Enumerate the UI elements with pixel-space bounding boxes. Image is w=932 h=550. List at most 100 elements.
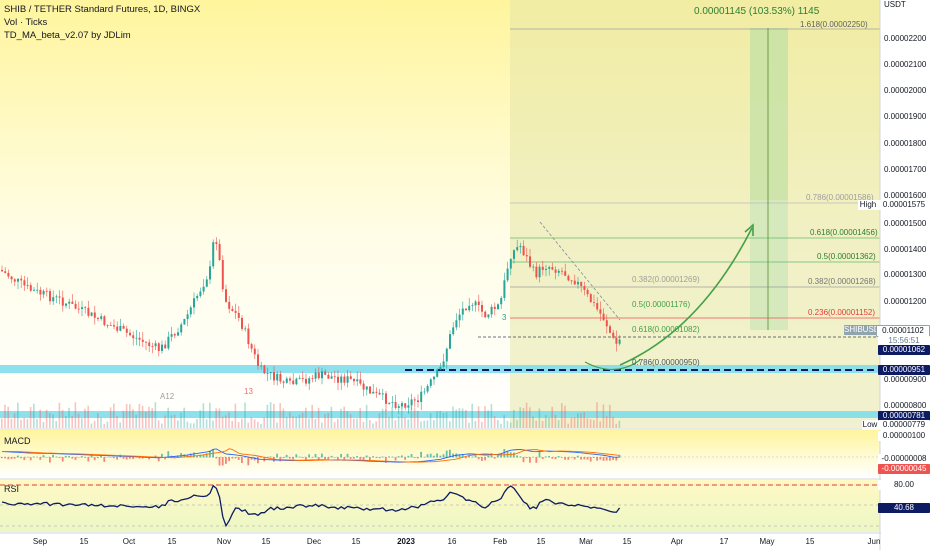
time-tick-label: 2023 xyxy=(397,537,415,546)
time-tick-label: Feb xyxy=(493,537,507,546)
candle-body xyxy=(122,325,125,329)
macd-histogram-bar xyxy=(141,457,144,459)
macd-histogram-bar xyxy=(100,455,102,458)
candle-body xyxy=(74,303,77,309)
macd-histogram-bar xyxy=(522,457,525,463)
candle-body xyxy=(490,306,493,315)
td-ma-indicator-label[interactable]: TD_MA_beta_v2.07 by JDLim xyxy=(4,30,131,41)
candle-body xyxy=(170,334,173,337)
fib-786-label: 0.786(0.00001586) xyxy=(806,193,874,202)
candle-body xyxy=(519,245,522,248)
candle-body xyxy=(244,328,247,330)
candle-body xyxy=(241,317,243,329)
candle-body xyxy=(468,305,471,311)
volume-indicator-label[interactable]: Vol · Ticks xyxy=(4,17,48,28)
volume-bar xyxy=(260,423,262,428)
candle-body xyxy=(308,378,311,384)
time-tick-label: 15 xyxy=(79,537,89,546)
candle-body xyxy=(535,266,538,278)
candle-body xyxy=(471,305,474,307)
volume-bar xyxy=(39,409,41,428)
currency-label: USDT xyxy=(884,0,906,9)
time-tick-label: Nov xyxy=(216,537,232,546)
candle-body xyxy=(173,334,176,336)
candle-body xyxy=(458,314,461,321)
time-tick-label: Apr xyxy=(670,537,684,546)
candle-body xyxy=(525,255,528,257)
macd-histogram-bar xyxy=(615,457,618,461)
volume-bar xyxy=(189,423,192,428)
macd-signal-line xyxy=(2,448,620,463)
volume-bar xyxy=(468,422,470,428)
macd-title[interactable]: MACD xyxy=(4,436,31,446)
volume-bar xyxy=(164,415,166,428)
candle-body xyxy=(305,378,307,384)
candle-body xyxy=(39,289,42,295)
candle-body xyxy=(567,275,570,281)
volume-bar xyxy=(154,402,157,428)
volume-bar xyxy=(90,423,93,428)
candle-body xyxy=(145,341,147,343)
candle-body xyxy=(84,307,87,309)
volume-bar xyxy=(356,418,358,428)
macd-value-3: -0.00000045 xyxy=(878,464,930,474)
macd-histogram-bar xyxy=(305,457,307,460)
macd-histogram-bar xyxy=(269,456,272,458)
volume-bar xyxy=(225,415,227,428)
volume-bar xyxy=(55,421,57,428)
volume-bar xyxy=(202,403,205,428)
macd-histogram-bar xyxy=(154,455,157,458)
volume-bar xyxy=(615,423,617,428)
candle-body xyxy=(577,281,579,285)
candle-body xyxy=(250,344,253,349)
volume-bar xyxy=(426,420,429,428)
candle-body xyxy=(580,281,583,287)
candle-body xyxy=(36,289,39,291)
candle-body xyxy=(129,332,131,336)
candle-body xyxy=(404,403,407,408)
candle-body xyxy=(372,391,375,394)
rsi-title[interactable]: RSI xyxy=(4,484,20,494)
volume-bar xyxy=(61,409,64,428)
volume-bar xyxy=(564,405,566,428)
macd-histogram-bar xyxy=(125,457,128,460)
candle-body xyxy=(465,308,467,311)
volume-bar xyxy=(298,414,301,428)
volume-bar xyxy=(285,416,288,428)
price-tick-label: 0.00002200 xyxy=(884,34,927,43)
macd-histogram-bar xyxy=(410,454,413,458)
volume-bar xyxy=(420,421,422,428)
macd-histogram-bar xyxy=(385,457,387,463)
support-band-lower xyxy=(0,411,880,418)
volume-bar xyxy=(122,410,125,428)
volume-bar xyxy=(583,412,585,428)
volume-bar xyxy=(113,403,115,428)
macd-histogram-bar xyxy=(538,451,541,458)
macd-histogram-bar xyxy=(282,457,285,459)
price-tick-label: 0.00001800 xyxy=(884,139,927,148)
volume-bar xyxy=(385,409,387,428)
candle-body xyxy=(132,335,135,339)
chart-title[interactable]: SHIB / TETHER Standard Futures, 1D, BING… xyxy=(4,4,201,15)
price-tick-label: 0.00001400 xyxy=(884,245,927,254)
macd-histogram-bar xyxy=(468,454,470,458)
candle-body xyxy=(202,286,205,292)
volume-bar xyxy=(439,410,441,428)
volume-bar xyxy=(497,420,499,428)
candle-body xyxy=(359,379,362,384)
volume-bar xyxy=(196,418,198,428)
candle-body xyxy=(538,266,541,278)
candle-body xyxy=(522,245,525,256)
candle-body xyxy=(324,371,327,375)
macd-histogram-bar xyxy=(570,457,573,458)
macd-histogram-bar xyxy=(42,455,45,458)
macd-histogram-bar xyxy=(29,457,32,461)
volume-bar xyxy=(317,407,320,428)
volume-bar xyxy=(391,407,393,428)
volume-bar xyxy=(612,416,614,428)
volume-bar xyxy=(52,414,54,428)
macd-histogram-bar xyxy=(397,456,400,458)
volume-bar xyxy=(436,411,438,428)
candle-body xyxy=(487,314,490,318)
